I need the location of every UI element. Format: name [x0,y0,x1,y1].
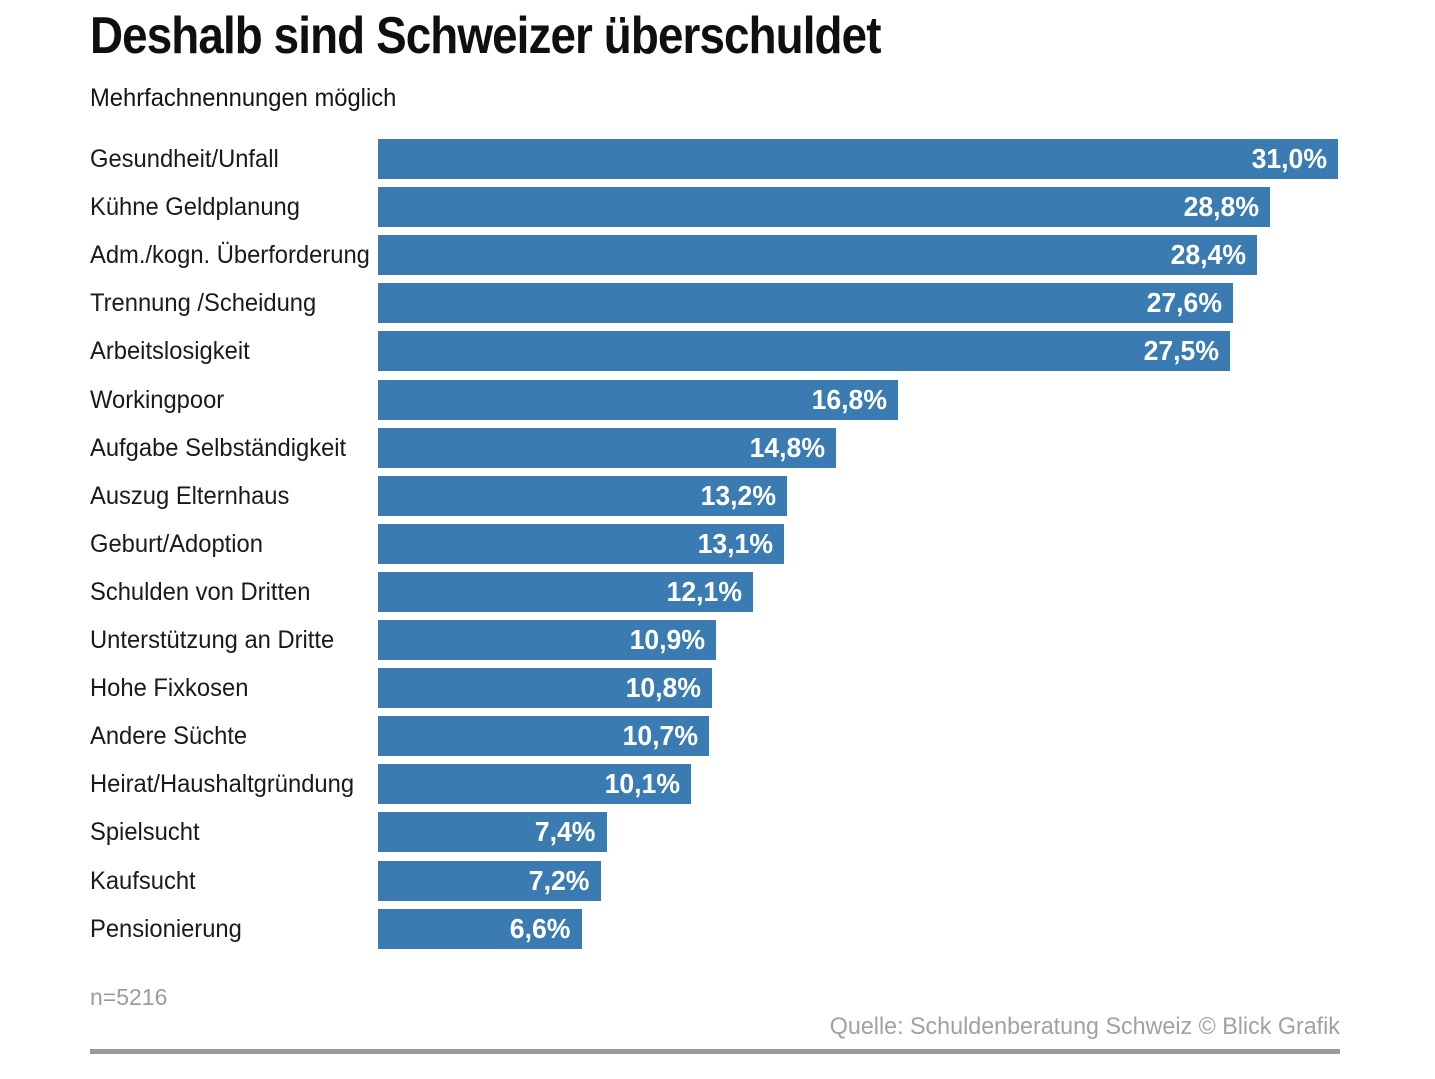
chart-row: Unterstützung an Dritte 10,9% [0,620,1435,660]
value-label: 13,2% [700,480,776,511]
bar-chart: Gesundheit/Unfall 31,0% Kühne Geldplanung 2… [0,139,1435,959]
bar: 7,4% [378,812,607,852]
value-label: 7,2% [528,865,590,896]
chart-row: Arbeitslosigkeit 27,5% [0,331,1435,371]
value-label: 10,1% [604,768,680,799]
chart-subtitle: Mehrfachnennungen möglich [90,84,397,112]
category-label: Geburt/Adoption [90,530,263,558]
bar: 14,8% [378,428,836,468]
chart-row: Schulden von Dritten 12,1% [0,572,1435,612]
chart-row: Kaufsucht 7,2% [0,861,1435,901]
bar: 28,4% [378,235,1257,275]
value-label: 28,4% [1170,239,1246,270]
bar: 10,1% [378,764,691,804]
bar: 10,8% [378,668,712,708]
category-label: Andere Süchte [90,722,248,750]
chart-row: Andere Süchte 10,7% [0,716,1435,756]
chart-row: Adm./kogn. Überforderung 28,4% [0,235,1435,275]
category-label: Arbeitslosigkeit [90,337,250,365]
bottom-divider [90,1049,1340,1054]
category-label: Pensionierung [90,915,242,943]
chart-row: Trennung /Scheidung 27,6% [0,283,1435,323]
bar: 27,6% [378,283,1233,323]
value-label: 27,6% [1146,287,1222,318]
chart-row: Pensionierung 6,6% [0,909,1435,949]
category-label: Hohe Fixkosen [90,674,249,702]
value-label: 10,9% [629,624,705,655]
category-label: Gesundheit/Unfall [90,145,279,173]
bar: 27,5% [378,331,1230,371]
category-label: Heirat/Haushaltgründung [90,770,355,798]
bar: 16,8% [378,380,898,420]
page-title: Deshalb sind Schweizer überschuldet [90,7,881,65]
value-label: 7,4% [534,816,596,847]
category-label: Workingpoor [90,386,225,414]
chart-row: Hohe Fixkosen 10,8% [0,668,1435,708]
bar: 10,7% [378,716,709,756]
value-label: 16,8% [811,384,887,415]
value-label: 31,0% [1251,143,1327,174]
bar: 13,2% [378,476,787,516]
chart-row: Workingpoor 16,8% [0,380,1435,420]
chart-row: Geburt/Adoption 13,1% [0,524,1435,564]
category-label: Trennung /Scheidung [90,289,317,317]
category-label: Adm./kogn. Überforderung [90,241,370,269]
bar: 10,9% [378,620,716,660]
category-label: Kühne Geldplanung [90,193,300,221]
chart-row: Spielsucht 7,4% [0,812,1435,852]
value-label: 10,8% [625,672,701,703]
category-label: Spielsucht [90,818,200,846]
value-label: 14,8% [749,432,825,463]
category-label: Kaufsucht [90,867,196,895]
category-label: Unterstützung an Dritte [90,626,335,654]
bar: 28,8% [378,187,1270,227]
source-credit: Quelle: Schuldenberatung Schweiz © Blick… [829,1013,1340,1040]
value-label: 12,1% [666,576,742,607]
sample-size-label: n=5216 [90,984,168,1010]
bar: 6,6% [378,909,582,949]
value-label: 6,6% [509,913,571,944]
value-label: 13,1% [697,528,773,559]
value-label: 10,7% [622,720,698,751]
value-label: 28,8% [1183,191,1259,222]
category-label: Schulden von Dritten [90,578,311,606]
chart-row: Kühne Geldplanung 28,8% [0,187,1435,227]
chart-row: Aufgabe Selbständigkeit 14,8% [0,428,1435,468]
bar: 12,1% [378,572,753,612]
bar: 31,0% [378,139,1338,179]
chart-row: Gesundheit/Unfall 31,0% [0,139,1435,179]
bar: 7,2% [378,861,601,901]
chart-row: Auszug Elternhaus 13,2% [0,476,1435,516]
bar: 13,1% [378,524,784,564]
chart-row: Heirat/Haushaltgründung 10,1% [0,764,1435,804]
category-label: Aufgabe Selbständigkeit [90,434,347,462]
category-label: Auszug Elternhaus [90,482,290,510]
value-label: 27,5% [1143,335,1219,366]
